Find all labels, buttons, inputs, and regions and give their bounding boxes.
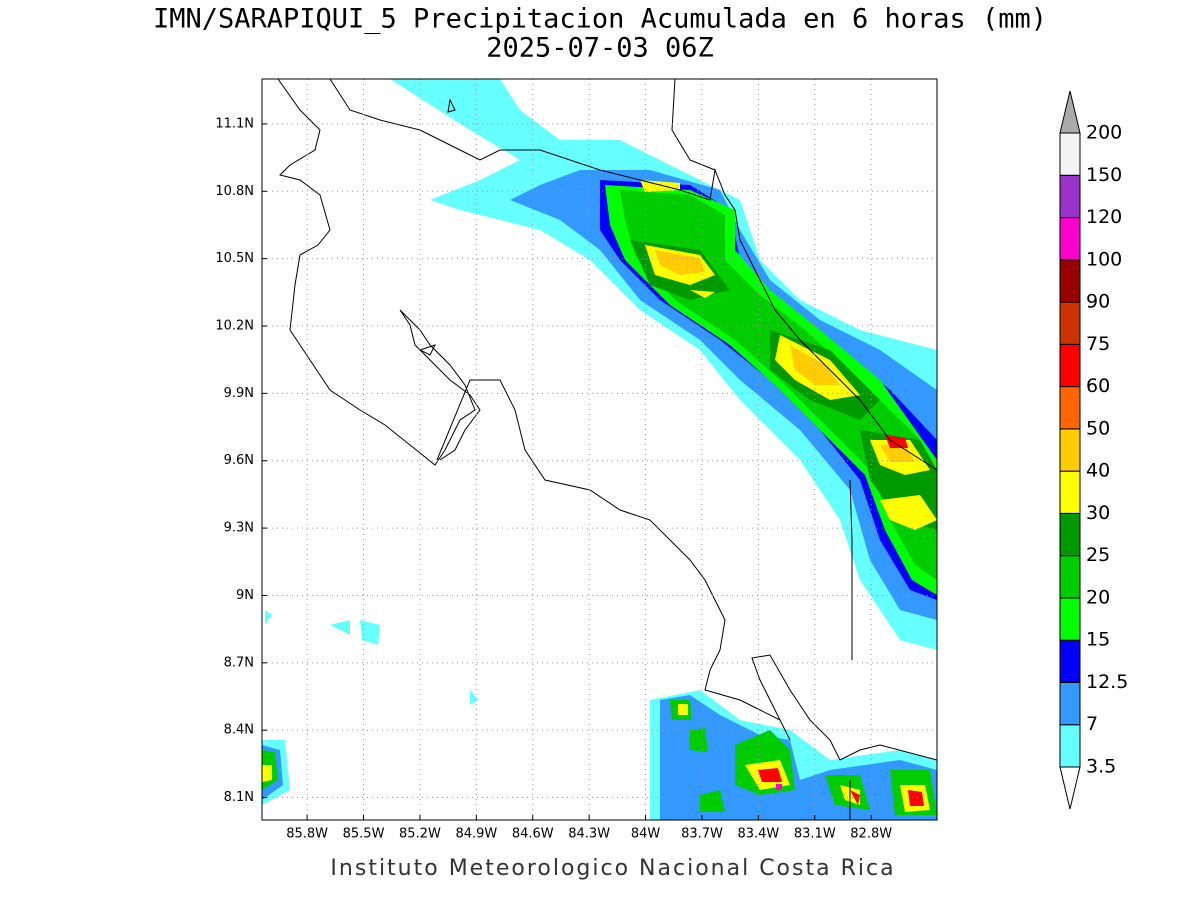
colorbar-box [1059,174,1081,219]
colorbar-label: 30 [1086,502,1110,524]
precip-area [655,250,915,462]
colorbar-label: 25 [1086,544,1110,566]
lat-tick-label: 9.6N [224,453,254,468]
colorbar-label: 50 [1086,417,1110,439]
lat-tick-label: 10.5N [215,251,254,266]
colorbar-box [1059,132,1081,176]
lat-tick-label: 10.2N [215,319,254,334]
colorbar-under [1059,766,1081,810]
precip-area [390,79,937,650]
lat-tick-label: 9.3N [224,521,254,536]
colorbar-label: 75 [1086,333,1110,355]
footer: Instituto Meteorologico Nacional Costa R… [330,856,895,881]
lon-tick-label: 83.4W [737,827,779,842]
lon-tick-label: 84.9W [455,827,497,842]
lon-tick-label: 83.1W [794,827,836,842]
coastline [436,379,937,761]
lat-tick-label: 10.8N [215,184,254,199]
coastline [277,79,481,466]
colorbar-box [1059,512,1081,557]
colorbar-label: 7 [1086,713,1098,735]
lon-tick-label: 84W [631,827,661,842]
lat-tick-label: 9N [236,588,254,603]
colorbar-box [1059,681,1081,726]
colorbar-label: 3.5 [1086,756,1116,778]
colorbar-box [1059,301,1081,345]
map-frame [261,78,938,821]
lat-tick-label: 11.1N [215,116,254,131]
colorbar-label: 15 [1086,629,1110,651]
lon-tick-label: 84.6W [512,827,554,842]
lon-tick-label: 85.8W [286,827,328,842]
lat-tick-label: 8.4N [224,723,254,738]
colorbar-box [1059,428,1081,472]
title: IMN/SARAPIQUI_5 Precipitacion Acumulada … [153,4,1047,35]
colorbar-box [1059,343,1081,388]
coastline [329,79,937,471]
precip-area [640,180,937,530]
lon-tick-label: 85.2W [399,827,441,842]
lat-tick-label: 8.1N [224,790,254,805]
colorbar-box [1059,386,1081,430]
precip-area [262,704,930,812]
colorbar-box [1059,259,1081,303]
colorbar-box [1059,470,1081,514]
island [418,98,456,356]
colorbar-box [1059,217,1081,261]
colorbar-label: 20 [1086,586,1110,608]
border [671,79,853,820]
colorbar-label: 100 [1086,248,1122,270]
lon-tick-label: 83.7W [681,827,723,842]
precip-area [776,784,782,790]
colorbar-box [1059,555,1081,599]
colorbar-box [1059,724,1081,768]
colorbar-label: 150 [1086,164,1122,186]
colorbar-label: 200 [1086,122,1122,144]
coastlines [277,79,937,820]
subtitle: 2025-07-03 06Z [486,33,714,64]
lat-tick-label: 8.7N [224,655,254,670]
lon-tick-label: 82.8W [850,827,892,842]
colorbar-label: 60 [1086,375,1110,397]
lat-tick-label: 9.9N [224,386,254,401]
colorbar-box [1059,597,1081,641]
colorbar-label: 40 [1086,460,1110,482]
precipitation [262,79,937,820]
colorbar-box [1059,639,1081,683]
colorbar-label: 90 [1086,291,1110,313]
lon-tick-label: 84.3W [568,827,610,842]
precip-area [758,768,924,806]
lon-tick-label: 85.5W [343,827,385,842]
colorbar-label: 120 [1086,206,1122,228]
precip-area [262,700,937,815]
colorbar-over [1059,90,1081,134]
colorbar-label: 12.5 [1086,671,1128,693]
precip-area [885,435,908,448]
